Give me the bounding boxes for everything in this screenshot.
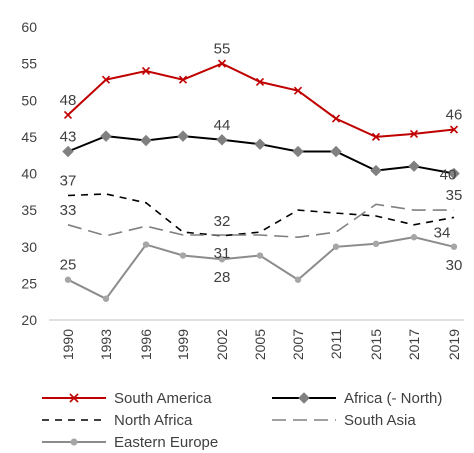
- data-point-south-america: [371, 132, 381, 141]
- y-tick-label: 25: [21, 275, 37, 291]
- series-line-north-africa: [67, 193, 455, 237]
- data-point-south-america: [63, 110, 73, 119]
- data-point-africa-north: [448, 167, 460, 180]
- x-tick-label: 2017: [406, 329, 422, 360]
- y-tick-label: 40: [21, 166, 37, 182]
- x-tick-label: 1993: [98, 329, 114, 360]
- legend-swatch-south-america: [42, 393, 106, 403]
- x-tick-label: 2011: [328, 329, 344, 359]
- data-labels: 48 55 46 43 44 40 37 32 35 33 31 34 25 28 30: [60, 41, 463, 287]
- data-point-south-america: [141, 66, 151, 76]
- x-tick-label: 2015: [368, 329, 384, 360]
- data-point-africa-north: [254, 138, 266, 150]
- data-point-south-america: [449, 125, 459, 134]
- dot-icon: [70, 438, 78, 446]
- data-label: 55: [214, 41, 231, 58]
- data-point-eastern-europe: [372, 240, 380, 248]
- data-label: 37: [60, 172, 77, 189]
- data-label: 33: [60, 202, 77, 219]
- data-point-south-america: [409, 129, 419, 139]
- data-label: 28: [214, 269, 231, 286]
- legend-item-eastern-europe: Eastern Europe: [42, 431, 218, 453]
- data-point-eastern-europe: [332, 243, 340, 250]
- x-axis-ticks: 1990 1993 1996 1999 2002 2005 2007 2011 2015 2017…: [60, 329, 462, 360]
- legend-label: Eastern Europe: [114, 433, 219, 451]
- data-label: 40: [440, 167, 457, 184]
- legend-item-south-america: South America: [42, 387, 212, 409]
- data-point-eastern-europe: [64, 276, 72, 283]
- data-point-eastern-europe: [410, 234, 418, 241]
- data-point-eastern-europe: [256, 252, 264, 259]
- data-label: 25: [60, 257, 77, 274]
- legend-swatch-eastern-europe: [42, 438, 106, 446]
- series-layer: [62, 59, 460, 302]
- line-chart: 20 25 30 35 40 45 50 55 60 1990 1993 1996 1999 2002 2…: [21, 19, 464, 360]
- data-point-south-america: [178, 75, 188, 84]
- data-point-south-america: [101, 75, 111, 84]
- data-point-eastern-europe: [450, 243, 458, 250]
- y-tick-label: 20: [21, 312, 37, 328]
- x-tick-label: 1999: [175, 329, 191, 360]
- y-tick-label: 45: [21, 129, 37, 145]
- y-tick-label: 55: [21, 56, 37, 72]
- legend: South America Africa (- North) North Afr…: [0, 383, 474, 453]
- data-label: 31: [214, 245, 231, 262]
- x-tick-label: 2005: [252, 329, 268, 360]
- y-tick-label: 35: [21, 202, 37, 218]
- data-point-africa-north: [330, 145, 342, 158]
- data-point-eastern-europe: [294, 276, 302, 283]
- data-label: 44: [214, 117, 231, 134]
- diamond-icon: [298, 392, 310, 404]
- legend-swatch-south-asia: [272, 419, 336, 421]
- legend-label: South America: [114, 389, 212, 407]
- data-label: 30: [446, 257, 463, 274]
- data-point-africa-north: [370, 164, 382, 177]
- data-point-eastern-europe: [218, 256, 226, 263]
- data-point-africa-north: [140, 134, 152, 147]
- data-point-africa-north: [216, 134, 228, 146]
- legend-swatch-africa-north: [272, 392, 336, 404]
- x-tick-label: 1996: [138, 329, 154, 360]
- legend-label: South Asia: [344, 411, 416, 429]
- x-icon: [69, 393, 79, 403]
- y-axis-ticks: 20 25 30 35 40 45 50 55 60: [21, 19, 37, 328]
- data-point-africa-north: [177, 130, 189, 142]
- series-line-south-america: [67, 62, 455, 138]
- data-point-africa-north: [62, 145, 74, 158]
- legend-item-south-asia: South Asia: [272, 409, 416, 431]
- series-line-eastern-europe: [67, 236, 455, 301]
- data-label: 34: [434, 224, 451, 241]
- data-point-south-america: [331, 114, 341, 123]
- data-label: 46: [446, 107, 463, 124]
- x-tick-label: 2002: [214, 329, 230, 360]
- legend-label: Africa (- North): [344, 389, 443, 407]
- x-tick-label: 2007: [290, 329, 306, 360]
- data-label: 32: [214, 213, 231, 230]
- data-point-africa-north: [292, 145, 304, 158]
- data-label: 48: [60, 92, 77, 109]
- y-tick-label: 50: [21, 92, 37, 108]
- legend-label: North Africa: [114, 411, 193, 429]
- data-point-eastern-europe: [102, 295, 110, 302]
- x-tick-label: 1990: [60, 329, 76, 360]
- data-label: 43: [60, 129, 77, 146]
- y-tick-label: 30: [21, 239, 37, 255]
- data-point-eastern-europe: [179, 252, 187, 259]
- data-point-africa-north: [100, 130, 112, 142]
- y-tick-label: 60: [21, 19, 37, 35]
- data-point-south-america: [255, 77, 265, 87]
- data-point-africa-north: [408, 160, 420, 172]
- data-point-south-america: [293, 86, 303, 95]
- x-tick-label: 2019: [446, 329, 462, 360]
- data-point-eastern-europe: [142, 241, 150, 248]
- legend-item-africa-north: Africa (- North): [272, 387, 442, 409]
- data-point-south-america: [217, 59, 227, 68]
- series-line-south-asia: [67, 203, 454, 239]
- legend-swatch-north-africa: [42, 419, 106, 421]
- legend-item-north-africa: North Africa: [42, 409, 192, 431]
- data-label: 35: [446, 187, 463, 204]
